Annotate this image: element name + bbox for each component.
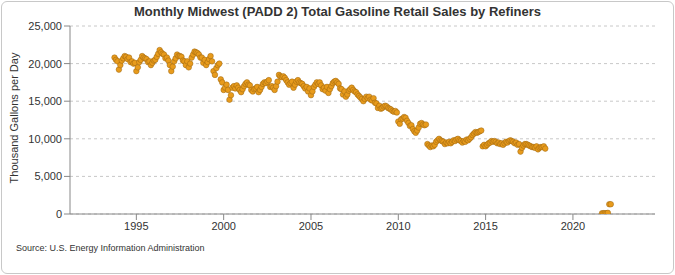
html-text:Source: U.S. Energy Informatio: Source: U.S. Energy Information Administ… — [16, 243, 205, 253]
svg-text:2015: 2015 — [473, 220, 497, 232]
svg-text:15,000: 15,000 — [28, 95, 62, 107]
html-text:Monthly Midwest (PADD 2) Total: Monthly Midwest (PADD 2) Total Gasoline … — [134, 4, 541, 19]
svg-text:10,000: 10,000 — [28, 133, 62, 145]
svg-text:20,000: 20,000 — [28, 58, 62, 70]
svg-text:25,000: 25,000 — [28, 20, 62, 32]
svg-text:2005: 2005 — [299, 220, 323, 232]
svg-text:2000: 2000 — [211, 220, 235, 232]
svg-text:2020: 2020 — [561, 220, 585, 232]
svg-text:5,000: 5,000 — [34, 170, 62, 182]
svg-text:1995: 1995 — [124, 220, 148, 232]
svg-text:0: 0 — [56, 208, 62, 220]
svg-text:2010: 2010 — [386, 220, 410, 232]
html-text:Thousand Gallons per Day: Thousand Gallons per Day — [8, 52, 20, 184]
